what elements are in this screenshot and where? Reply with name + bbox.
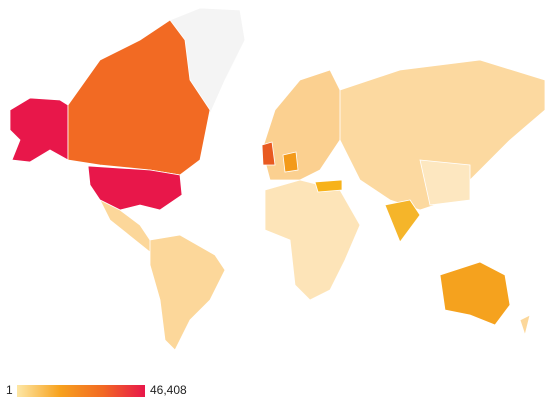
africa: [264, 179, 361, 301]
united-kingdom: [261, 141, 276, 166]
china: [419, 159, 471, 206]
germany: [282, 151, 299, 173]
australia: [439, 261, 511, 326]
turkey: [314, 179, 343, 193]
canada: [67, 19, 211, 176]
united-states: [87, 165, 183, 211]
legend-gradient: [17, 385, 145, 397]
new-zealand: [519, 314, 531, 337]
legend-max: 46,408: [150, 383, 187, 397]
legend-min: 1: [6, 383, 13, 397]
india: [384, 199, 421, 243]
asia: [339, 59, 546, 211]
world-map: [9, 7, 546, 351]
south-america: [149, 234, 226, 351]
alaska: [9, 97, 69, 163]
